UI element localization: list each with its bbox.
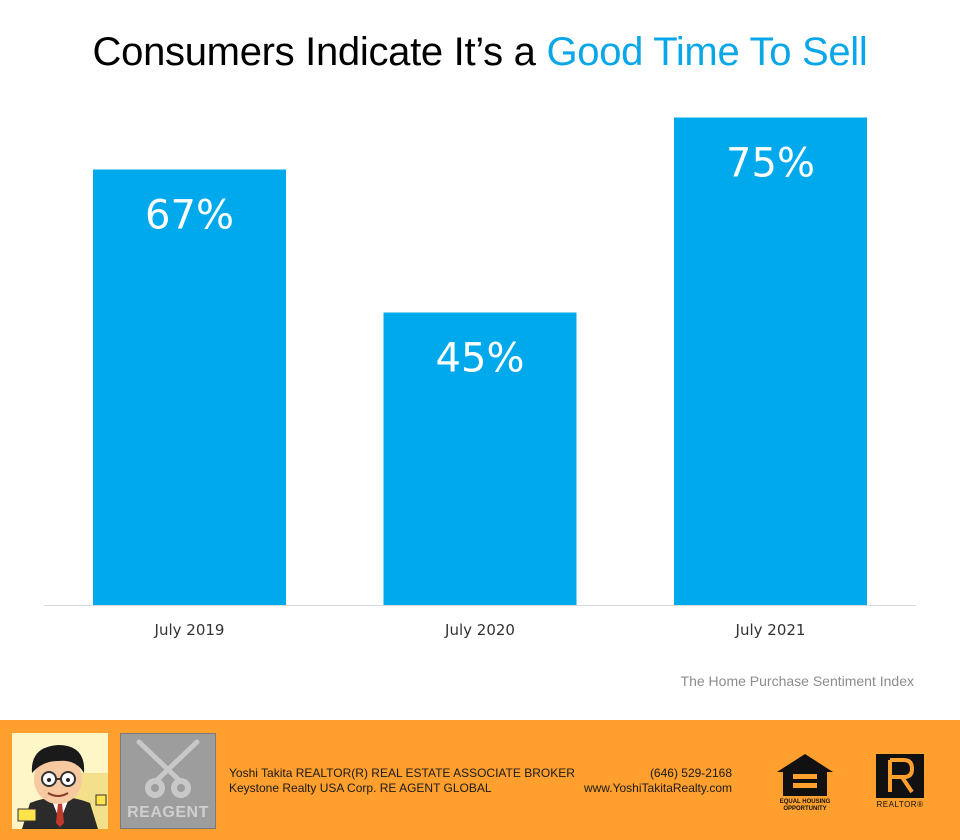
title-prefix: Consumers Indicate It’s a [92,30,547,74]
title-highlight: Good Time To Sell [546,30,868,74]
bar-july-2019 [93,169,286,605]
agent-phone: (646) 529-2168 [649,766,732,780]
chart-title: Consumers Indicate It’s a Good Time To S… [0,30,960,75]
data-label: 45% [436,336,525,382]
data-label: 67% [145,193,234,239]
equal-housing-caption-line1: EQUAL HOUSING [779,799,831,805]
bar-july-2021 [674,117,867,605]
x-tick-label: July 2020 [444,621,515,639]
realtor-r-icon [876,754,924,798]
agent-website-link[interactable]: www.YoshiTakitaRealty.com [583,781,732,795]
agent-info: Yoshi Takita REALTOR(R) REAL ESTATE ASSO… [229,766,575,796]
equal-housing-caption: EQUAL HOUSING OPPORTUNITY [773,799,837,813]
x-tick-label: July 2019 [154,621,225,639]
agent-company-line: Keystone Realty USA Corp. RE AGENT GLOBA… [229,781,492,795]
reagent-logo-text: REAGENT [127,804,209,821]
bar-july-2020 [383,312,577,605]
keys-icon [136,739,200,798]
realtor-logo: REALTOR® [872,752,928,814]
footer-banner: REAGENT Yoshi Takita REALTOR(R) REAL EST… [0,720,960,840]
equal-housing-icon [777,754,833,796]
realtor-caption: REALTOR® [876,800,924,809]
agent-caricature [12,733,108,829]
equal-housing-caption-line2: OPPORTUNITY [783,806,827,812]
agent-name-line: Yoshi Takita REALTOR(R) REAL ESTATE ASSO… [229,766,575,780]
agent-contact: (646) 529-2168 www.YoshiTakitaRealty.com [584,766,732,796]
reagent-logo: REAGENT [120,733,216,829]
source-note: The Home Purchase Sentiment Index [680,673,914,689]
data-label: 75% [726,141,815,187]
bar-chart: 67% July 2019 45% July 2020 75% July 2021 [44,117,916,639]
equal-housing-logo: EQUAL HOUSING OPPORTUNITY [773,752,837,814]
caricature-illustration [12,733,108,829]
x-tick-label: July 2021 [735,621,806,639]
